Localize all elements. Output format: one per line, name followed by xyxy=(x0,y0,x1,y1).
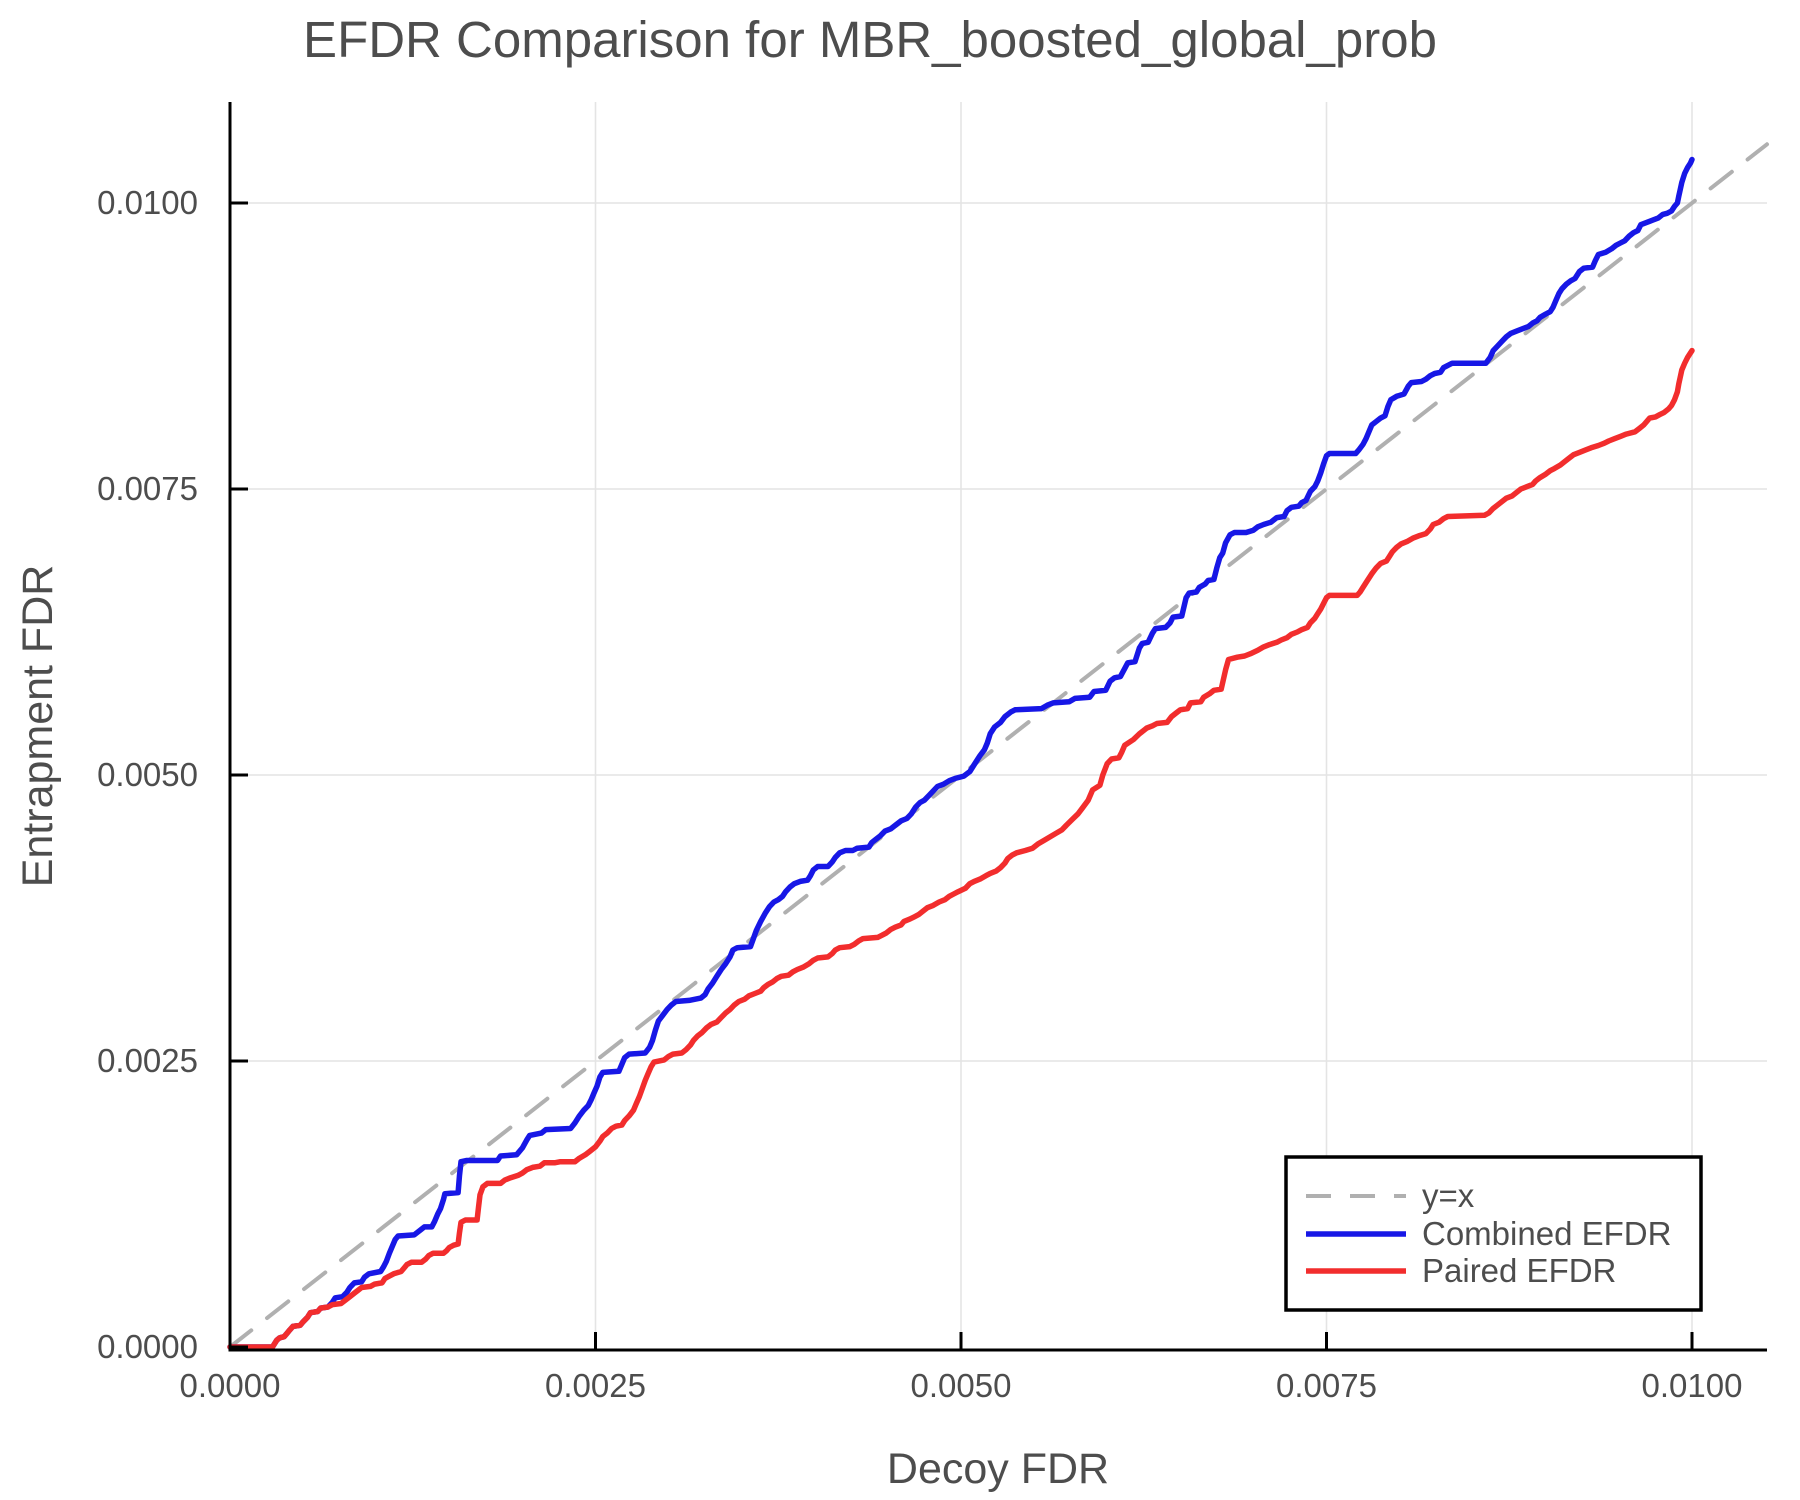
legend-label-combined: Combined EFDR xyxy=(1422,1215,1671,1252)
y-x-line xyxy=(228,142,1769,1349)
legend: y=x Combined EFDR Paired EFDR xyxy=(1284,1155,1703,1312)
chart-title: EFDR Comparison for MBR_boosted_global_p… xyxy=(303,11,1437,68)
x-tick-label: 0.0100 xyxy=(1642,1367,1743,1404)
data-series xyxy=(227,142,1769,1350)
x-tick-labels: 0.0000 0.0025 0.0050 0.0075 0.0100 xyxy=(180,1367,1743,1404)
legend-label-identity: y=x xyxy=(1422,1177,1475,1214)
x-axis-label: Decoy FDR xyxy=(887,1445,1109,1493)
x-tick-label: 0.0025 xyxy=(545,1367,646,1404)
combined-efdr-line xyxy=(227,156,1695,1350)
legend-label-paired: Paired EFDR xyxy=(1422,1252,1616,1289)
x-tick-label: 0.0000 xyxy=(180,1367,281,1404)
y-tick-label: 0.0050 xyxy=(97,756,198,793)
y-tick-label: 0.0075 xyxy=(97,470,198,507)
y-tick-label: 0.0000 xyxy=(97,1328,198,1365)
paired-efdr-line xyxy=(227,347,1695,1350)
y-tick-labels: 0.0000 0.0025 0.0050 0.0075 0.0100 xyxy=(97,184,198,1365)
x-tick-label: 0.0050 xyxy=(911,1367,1012,1404)
y-tick-label: 0.0100 xyxy=(97,184,198,221)
tick-marks xyxy=(228,201,1694,1350)
y-tick-label: 0.0025 xyxy=(97,1042,198,1079)
x-tick-label: 0.0075 xyxy=(1276,1367,1377,1404)
axes-spines xyxy=(228,102,1767,1352)
y-axis-label: Entrapment FDR xyxy=(14,565,62,888)
gridlines xyxy=(230,102,1767,1350)
